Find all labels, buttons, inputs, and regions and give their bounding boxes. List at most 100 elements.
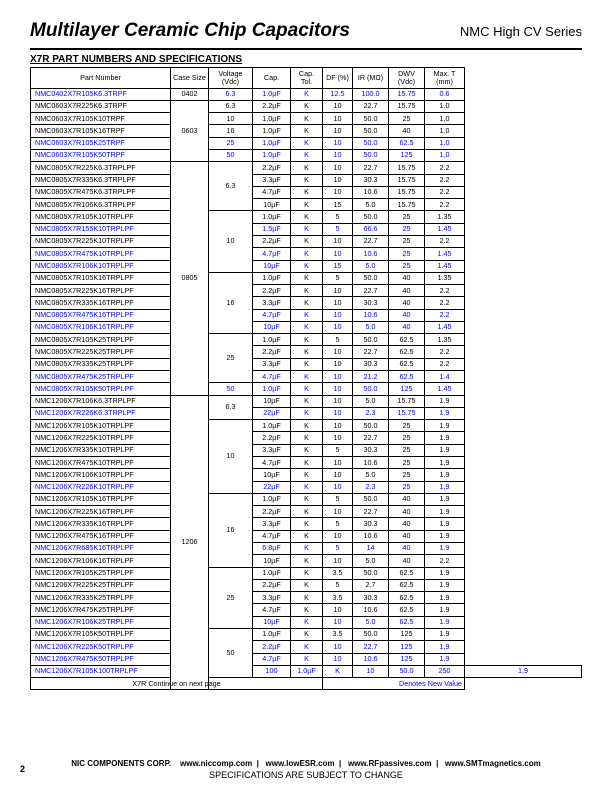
voltage: 100 [253, 665, 291, 677]
capacitance: 22µF [253, 481, 291, 493]
tolerance: K [291, 346, 323, 358]
table-row: NMC1206X7R335K25TRPLPF3.3µFK3.530.362.51… [31, 592, 582, 604]
case-size: 0402 [171, 88, 209, 100]
max-t: 1.0 [425, 149, 465, 161]
part-number: NMC1206X7R475K50TRPLPF [31, 653, 171, 665]
max-t: 1.9 [425, 457, 465, 469]
dwv: 25 [389, 457, 425, 469]
df: 10 [323, 248, 353, 260]
max-t: 1.9 [425, 420, 465, 432]
table-row: NMC1206X7R105K16TRPLPF161.0µFK550.0401.9 [31, 493, 582, 505]
part-number: NMC0805X7R475K6.3TRPLPF [31, 186, 171, 198]
df: 10 [323, 481, 353, 493]
part-number: NMC1206X7R475K25TRPLPF [31, 604, 171, 616]
part-number: NMC1206X7R105K10TRPLPF [31, 420, 171, 432]
ir: 50.0 [353, 211, 389, 223]
dwv: 25 [389, 223, 425, 235]
ir: 10.6 [353, 457, 389, 469]
dwv: 15.75 [389, 407, 425, 419]
ir: 14 [353, 542, 389, 554]
ir: 50.0 [353, 113, 389, 125]
part-number: NMC0805X7R105K10TRPLPF [31, 211, 171, 223]
df: 5 [323, 334, 353, 346]
capacitance: 3.3µF [253, 518, 291, 530]
tolerance: K [323, 665, 353, 677]
df: 5 [323, 579, 353, 591]
ir: 50.0 [353, 149, 389, 161]
ir: 50.0 [353, 383, 389, 395]
capacitance: 2.2µF [253, 579, 291, 591]
dwv: 25 [389, 235, 425, 247]
table-row: NMC1206X7R335K10TRPLPF3.3µFK530.3251.9 [31, 444, 582, 456]
capacitance: 4.7µF [253, 309, 291, 321]
table-row: NMC0603X7R225K6.3TRPF06036.32.2µFK1022.7… [31, 100, 582, 112]
table-row: NMC0805X7R225K6.3TRPLPF08056.32.2µFK1022… [31, 162, 582, 174]
ir: 5.0 [353, 555, 389, 567]
ir: 22.7 [353, 235, 389, 247]
table-row: NMC0805X7R475K25TRPLPF4.7µFK1021.262.51.… [31, 371, 582, 383]
max-t: 1.9 [425, 432, 465, 444]
df: 10 [323, 604, 353, 616]
df: 10 [323, 235, 353, 247]
tolerance: K [291, 321, 323, 333]
dwv: 62.5 [389, 604, 425, 616]
df: 10 [323, 457, 353, 469]
dwv: 40 [389, 321, 425, 333]
tolerance: K [291, 592, 323, 604]
part-number: NMC1206X7R225K50TRPLPF [31, 641, 171, 653]
max-t: 1.4 [425, 371, 465, 383]
part-number: NMC0805X7R475K10TRPLPF [31, 248, 171, 260]
df: 10 [323, 309, 353, 321]
dwv: 125 [389, 653, 425, 665]
part-number: NMC0603X7R105K25TRPF [31, 137, 171, 149]
column-header: Part Number [31, 68, 171, 89]
part-number: NMC0603X7R105K16TRPF [31, 125, 171, 137]
ir: 50.0 [353, 125, 389, 137]
table-row: NMC1206X7R226K10TRPLPF22µFK102.3251.9 [31, 481, 582, 493]
part-number: NMC0805X7R475K25TRPLPF [31, 371, 171, 383]
max-t: 1.9 [425, 653, 465, 665]
table-row: NMC1206X7R225K25TRPLPF2.2µFK52.762.51.9 [31, 579, 582, 591]
tolerance: K [291, 211, 323, 223]
table-row: NMC0805X7R106K16TRPLPF10µFK105.0401.45 [31, 321, 582, 333]
df: 5 [323, 211, 353, 223]
max-t: 1.9 [465, 665, 582, 677]
tolerance: K [291, 457, 323, 469]
df: 10 [323, 432, 353, 444]
table-row: NMC1206X7R475K10TRPLPF4.7µFK1010.6251.9 [31, 457, 582, 469]
capacitance: 4.7µF [253, 248, 291, 260]
tolerance: K [291, 383, 323, 395]
ir: 5.0 [353, 469, 389, 481]
table-row: NMC0805X7R105K10TRPLPF101.0µFK550.0251.3… [31, 211, 582, 223]
dwv: 15.75 [389, 395, 425, 407]
df: 5 [323, 518, 353, 530]
df: 10 [323, 186, 353, 198]
table-row: NMC1206X7R225K50TRPLPF2.2µFK1022.71251.9 [31, 641, 582, 653]
table-header: Part NumberCase SizeVoltage (Vdc)Cap.Cap… [31, 68, 582, 89]
capacitance: 6.8µF [253, 542, 291, 554]
tolerance: K [291, 297, 323, 309]
part-number: NMC0805X7R335K16TRPLPF [31, 297, 171, 309]
dwv: 15.75 [389, 174, 425, 186]
capacitance: 1.0µF [253, 334, 291, 346]
max-t: 2.2 [425, 174, 465, 186]
table-row: NMC1206X7R106K10TRPLPF10µFK105.0251.9 [31, 469, 582, 481]
dwv: 40 [389, 309, 425, 321]
table-row: NMC0805X7R475K10TRPLPF4.7µFK1010.6251.45 [31, 248, 582, 260]
df: 10 [323, 174, 353, 186]
dwv: 40 [389, 285, 425, 297]
tolerance: K [291, 555, 323, 567]
capacitance: 1.0µF [253, 628, 291, 640]
df: 3.5 [323, 592, 353, 604]
part-number: NMC1206X7R475K16TRPLPF [31, 530, 171, 542]
table-row: NMC0805X7R105K50TRPLPF501.0µFK1050.01251… [31, 383, 582, 395]
table-row: NMC0603X7R105K10TRPF101.0µFK1050.0251.0 [31, 113, 582, 125]
df: 15 [323, 260, 353, 272]
ir: 50.0 [353, 334, 389, 346]
df: 10 [323, 383, 353, 395]
max-t: 1.45 [425, 223, 465, 235]
voltage: 6.3 [209, 88, 253, 100]
ir: 22.7 [353, 285, 389, 297]
voltage: 10 [209, 211, 253, 272]
corp-name: NIC COMPONENTS CORP. [71, 759, 171, 768]
